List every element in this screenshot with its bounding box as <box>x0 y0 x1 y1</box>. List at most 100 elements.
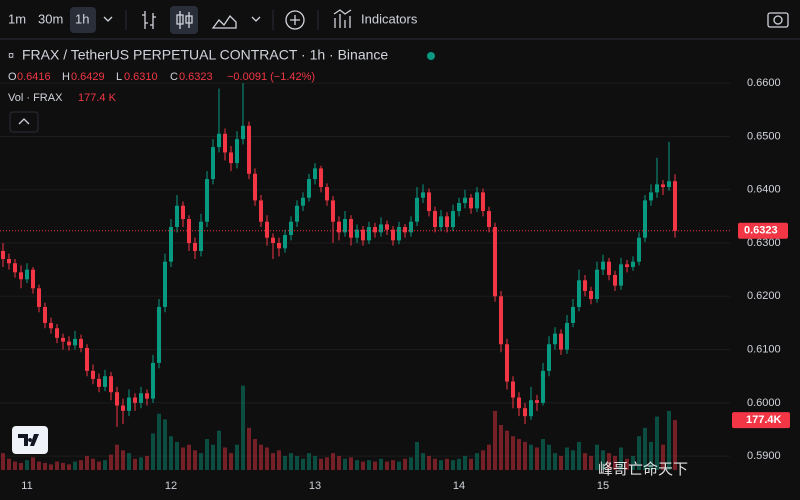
volume-bar <box>631 455 635 470</box>
candle-body <box>529 400 533 417</box>
status-dot <box>427 52 435 60</box>
candle-body <box>565 322 569 350</box>
bar-style-icon[interactable] <box>142 11 156 29</box>
symbol-icon: ¤ <box>8 50 14 62</box>
candle-body <box>151 362 155 399</box>
ohlc-key: C <box>170 71 178 83</box>
volume-bar <box>115 444 119 470</box>
candle-body <box>325 187 329 201</box>
candle-body <box>547 344 551 371</box>
volume-bar <box>169 436 173 470</box>
x-tick-label: 13 <box>309 480 321 492</box>
volume-bar <box>607 453 611 470</box>
volume-bar <box>535 447 539 470</box>
candle-body <box>601 261 605 270</box>
candle-body <box>19 272 23 280</box>
y-tick-label: 0.6000 <box>747 397 781 409</box>
volume-bar <box>391 460 395 470</box>
collapse-chevron <box>18 118 30 125</box>
volume-bar <box>73 461 77 470</box>
volume-bar <box>151 433 155 470</box>
volume-bar <box>463 455 467 470</box>
candle-body <box>445 216 449 228</box>
volume-pane <box>1 385 677 470</box>
candle-body <box>373 227 377 233</box>
candle-body <box>289 221 293 236</box>
candle-body <box>595 269 599 299</box>
candle-body <box>625 264 629 267</box>
volume-label: Vol · FRAX <box>8 92 63 104</box>
volume-bar <box>379 458 383 470</box>
candle-style-icon[interactable] <box>176 11 193 29</box>
volume-bar <box>25 460 29 470</box>
candle-body <box>49 322 53 329</box>
candle-body <box>313 168 317 180</box>
volume-bar <box>445 458 449 470</box>
volume-bar <box>547 444 551 470</box>
candle-body <box>367 227 371 241</box>
candle-body <box>1 251 5 259</box>
volume-bar <box>637 436 641 470</box>
volume-bar <box>13 461 17 470</box>
candle-body <box>145 393 149 399</box>
interval[interactable]: 1m <box>8 11 26 26</box>
volume-bar <box>625 458 629 470</box>
snapshot-icon[interactable] <box>767 12 789 28</box>
candle-body <box>259 200 263 222</box>
indicators-button[interactable]: Indicators <box>361 11 418 26</box>
candle-body <box>25 269 29 280</box>
candle-body <box>37 288 41 307</box>
dropdown[interactable] <box>103 16 113 22</box>
volume-bar <box>55 461 59 470</box>
area-style-icon[interactable] <box>211 14 237 29</box>
volume-bar <box>571 450 575 470</box>
candle-body <box>589 290 593 299</box>
candle-body <box>337 221 341 233</box>
collapse-button[interactable] <box>9 111 39 133</box>
interval[interactable]: 1h <box>75 11 89 26</box>
volume-bar <box>589 455 593 470</box>
volume-bar <box>541 439 545 470</box>
candle-body <box>121 405 125 411</box>
volume-bar <box>295 455 299 470</box>
candle-body <box>643 200 647 238</box>
volume-bar <box>313 455 317 470</box>
chart-title: FRAX / TetherUS PERPETUAL CONTRACT · 1h … <box>22 47 388 63</box>
volume-bar <box>475 453 479 470</box>
volume-bar <box>553 453 557 470</box>
tv-logo <box>12 426 48 454</box>
x-tick-label: 14 <box>453 480 465 492</box>
candle-body <box>109 376 113 393</box>
add-plus <box>290 15 300 25</box>
volume-bar <box>559 455 563 470</box>
volume-bar <box>217 430 221 470</box>
volume-bar <box>187 444 191 470</box>
volume-bar <box>307 453 311 470</box>
volume-bar <box>367 460 371 470</box>
volume-bar <box>331 453 335 470</box>
y-tick-label: 0.6100 <box>747 343 781 355</box>
volume-bar <box>301 458 305 470</box>
candles <box>0 83 730 427</box>
volume-bar <box>181 447 185 470</box>
volume-bar <box>193 450 197 470</box>
candle-body <box>469 197 473 209</box>
last-price-box <box>738 222 788 239</box>
volume-bar <box>97 461 101 470</box>
y-tick-label: 0.6500 <box>747 130 781 142</box>
interval-active <box>70 7 96 33</box>
volume-bar <box>601 450 605 470</box>
volume-bar <box>91 458 95 470</box>
ohlc-value: 0.6429 <box>71 71 105 83</box>
indicators-icon[interactable] <box>333 9 352 28</box>
dropdown[interactable] <box>251 16 261 22</box>
logo-mark <box>18 434 39 446</box>
y-tick-label: 0.6300 <box>747 237 781 249</box>
candle-body <box>505 344 509 382</box>
interval[interactable]: 30m <box>38 11 63 26</box>
volume-bar <box>673 420 677 470</box>
add-icon[interactable] <box>285 10 305 30</box>
candle-body <box>577 280 581 307</box>
volume-bar <box>511 436 515 470</box>
volume-bar <box>253 439 257 470</box>
